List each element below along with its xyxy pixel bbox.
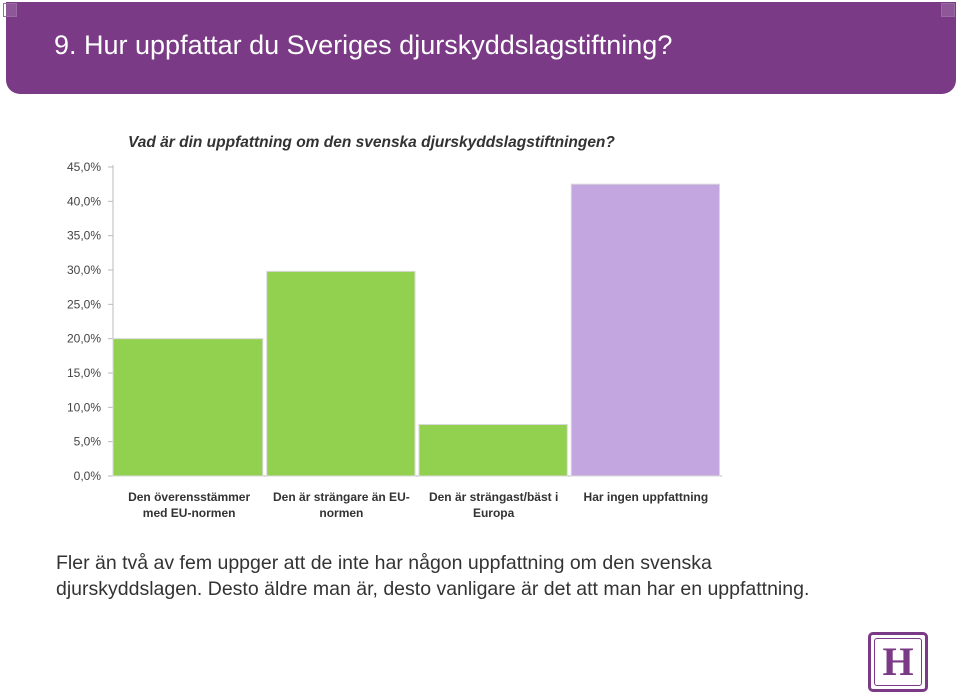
y-tick-label: 35,0% (67, 229, 101, 243)
x-tick-label: Den överensstämmer med EU-normen (128, 490, 250, 520)
x-tick-label: Har ingen uppfattning (584, 490, 709, 504)
bar-chart: Vad är din uppfattning om den svenska dj… (67, 134, 722, 520)
bar (266, 270, 416, 477)
y-tick-label: 0,0% (74, 469, 102, 483)
y-tick-label: 40,0% (67, 194, 101, 208)
x-tick-label: Den är strängare än EU-normen (273, 490, 410, 520)
corner-mark-right (941, 3, 955, 17)
header-banner: 9. Hur uppfattar du Sveriges djurskyddsl… (6, 2, 956, 94)
summary-text: Fler än två av fem uppger att de inte ha… (56, 552, 810, 600)
bar (418, 424, 568, 477)
x-tick-label-line: Den är strängare än EU- (273, 490, 410, 504)
x-tick-label-line: Europa (473, 506, 515, 520)
x-tick-label-line: Har ingen uppfattning (584, 490, 709, 504)
logo-letter: H (882, 639, 914, 684)
y-tick-label: 5,0% (74, 435, 102, 449)
x-tick-label-line: Den överensstämmer (128, 490, 250, 504)
y-tick-label: 45,0% (67, 160, 101, 174)
x-tick-label-line: med EU-normen (143, 506, 236, 520)
bar (112, 338, 264, 477)
y-tick-label: 25,0% (67, 297, 101, 311)
bar (570, 183, 720, 477)
y-tick-label: 10,0% (67, 400, 101, 414)
y-tick-label: 15,0% (67, 366, 101, 380)
y-tick-label: 20,0% (67, 332, 101, 346)
y-tick-label: 30,0% (67, 263, 101, 277)
x-tick-label: Den är strängast/bäst i Europa (429, 490, 558, 520)
h-logo: H (868, 632, 928, 692)
x-tick-label-line: Den är strängast/bäst i (429, 490, 558, 504)
corner-mark-left (3, 3, 17, 17)
x-tick-label-line: normen (319, 506, 363, 520)
chart-title: Vad är din uppfattning om den svenska dj… (128, 134, 615, 151)
page-title: 9. Hur uppfattar du Sveriges djurskyddsl… (54, 30, 673, 60)
